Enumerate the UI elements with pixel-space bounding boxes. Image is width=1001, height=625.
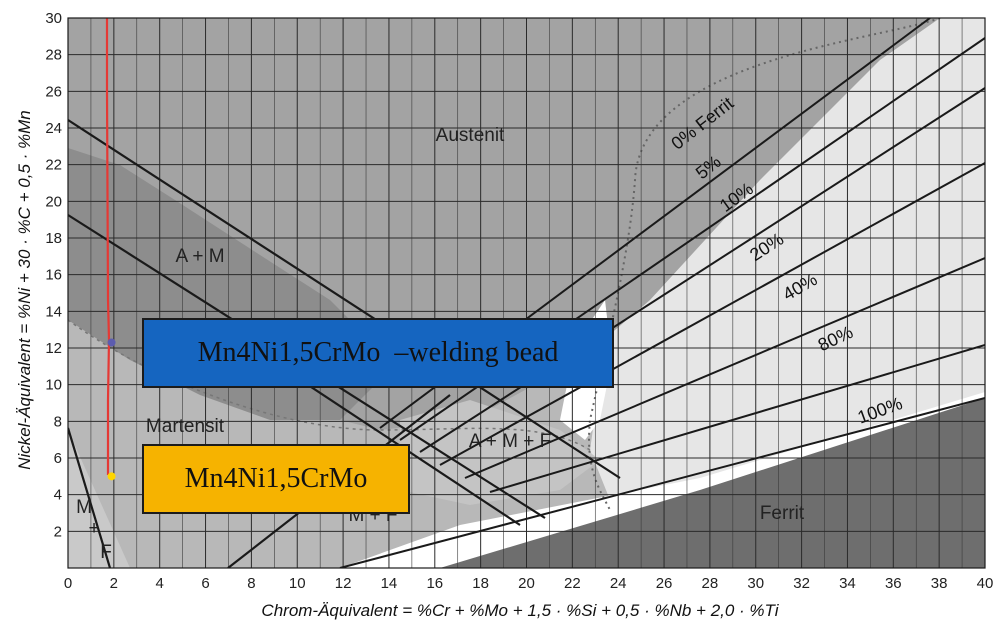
x-tick-label: 34 <box>839 575 856 592</box>
line-diagonal-1 <box>68 119 621 479</box>
y-tick-label: 30 <box>45 10 62 27</box>
welding-bead-callout: Mn4Ni1,5CrMo –welding bead <box>142 318 614 388</box>
x-tick-label: 14 <box>381 575 398 592</box>
mf-left-region <box>68 430 130 568</box>
y-tick-label: 28 <box>45 47 62 64</box>
y-tick-label: 18 <box>45 230 62 247</box>
base-metal-callout: Mn4Ni1,5CrMo <box>142 444 410 514</box>
welding-bead-label: Mn4Ni1,5CrMo –welding bead <box>197 337 559 368</box>
x-tick-label: 40 <box>977 575 994 592</box>
bead-point-marker <box>107 338 116 347</box>
x-tick-label: 6 <box>201 575 209 592</box>
x-tick-label: 10 <box>289 575 306 592</box>
x-tick-label: 2 <box>110 575 118 592</box>
composition-trace <box>105 18 111 475</box>
x-tick-label: 20 <box>518 575 535 592</box>
x-tick-label: 24 <box>610 575 627 592</box>
white-sliver <box>340 392 985 568</box>
x-tick-label: 12 <box>335 575 352 592</box>
ferrite-iso-lines <box>339 18 985 568</box>
x-tick-labels: 0 2 4 6 8 10 12 14 16 18 20 22 24 26 28 30 32 34 36 38 40 <box>64 575 994 592</box>
label-f: F <box>100 542 112 563</box>
y-tick-label: 26 <box>45 83 62 100</box>
iso-20 <box>439 162 985 466</box>
x-tick-label: 22 <box>564 575 581 592</box>
label-a-plus-m: A + M <box>175 246 224 267</box>
y-tick-label: 22 <box>45 157 62 174</box>
x-tick-label: 32 <box>793 575 810 592</box>
y-tick-label: 8 <box>54 413 62 430</box>
x-tick-label: 0 <box>64 575 72 592</box>
x-tick-label: 36 <box>885 575 902 592</box>
y-tick-label: 4 <box>54 487 62 504</box>
x-tick-label: 8 <box>247 575 255 592</box>
base-metal-label: Mn4Ni1,5CrMo <box>184 463 368 494</box>
x-tick-label: 28 <box>702 575 719 592</box>
iso-10 <box>419 87 985 453</box>
iso-40 <box>464 257 985 479</box>
y-tick-label: 12 <box>45 340 62 357</box>
x-tick-label: 26 <box>656 575 673 592</box>
iso-80 <box>489 344 985 493</box>
y-tick-label: 20 <box>45 193 62 210</box>
label-amf: A + M + F <box>469 431 551 452</box>
y-tick-label: 16 <box>45 267 62 284</box>
y-tick-label: 2 <box>54 523 62 540</box>
x-axis-title: Chrom-Äquivalent = %Cr + %Mo + 1,5 · %Si… <box>261 601 779 620</box>
label-plus: + <box>88 518 99 539</box>
x-tick-label: 38 <box>931 575 948 592</box>
x-tick-label: 16 <box>426 575 443 592</box>
ferrite-region <box>440 398 985 568</box>
y-tick-label: 6 <box>54 450 62 467</box>
x-tick-label: 18 <box>472 575 489 592</box>
x-tick-label: 30 <box>747 575 764 592</box>
y-axis-title: Nickel-Äquivalent = %Ni + 30 · %C + 0,5 … <box>15 110 34 470</box>
y-tick-label: 14 <box>45 303 62 320</box>
y-tick-label: 10 <box>45 377 62 394</box>
iso-100 <box>339 397 985 568</box>
label-m: M <box>76 497 92 518</box>
y-tick-label: 24 <box>45 120 62 137</box>
line-mf-boundary <box>68 427 112 568</box>
label-martensit: Martensit <box>146 416 225 437</box>
label-austenit: Austenit <box>436 125 505 146</box>
label-ferrit: Ferrit <box>760 503 805 524</box>
x-tick-label: 4 <box>156 575 164 592</box>
base-point-marker <box>107 472 116 481</box>
plot-frame <box>67 17 986 569</box>
